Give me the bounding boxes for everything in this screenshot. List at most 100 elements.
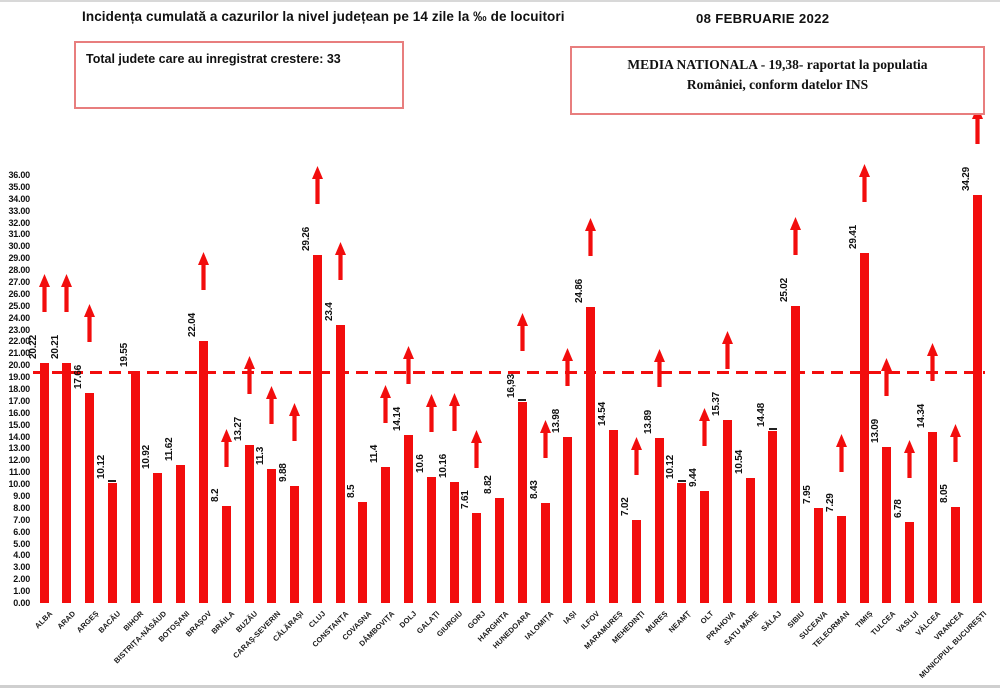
bar-value-label: 10.92 (141, 445, 153, 470)
bar-value-label: 7.29 (824, 493, 836, 513)
increase-arrow-icon (38, 273, 50, 312)
bar (426, 476, 436, 603)
bar (859, 253, 869, 603)
y-axis-tick-label: 31.00 (8, 229, 30, 240)
bar (973, 195, 983, 603)
x-axis-label: IAȘI (561, 609, 579, 626)
increase-arrow-icon (858, 164, 870, 203)
bar-value-label: 14.54 (597, 402, 608, 427)
y-axis-tick-label: 3.00 (13, 562, 30, 573)
increase-arrow-icon (562, 347, 574, 386)
bar-value-label: 10.16 (437, 454, 449, 479)
bar-value-label: 15.37 (710, 392, 722, 417)
bar (745, 477, 755, 603)
increase-arrow-icon (790, 216, 802, 255)
bar-value-label: 13.27 (232, 417, 244, 442)
increase-arrow-icon (539, 419, 551, 458)
bar (130, 370, 140, 603)
bar-value-label: 22.04 (186, 312, 198, 337)
x-axis-label: ALBA (32, 609, 55, 631)
bar-value-label: 34.29 (961, 167, 973, 192)
increase-arrow-icon (972, 106, 984, 145)
increase-arrow-icon (926, 343, 938, 382)
bar (107, 482, 117, 603)
y-axis-tick-label: 33.00 (8, 205, 30, 216)
bar-value-label: 11.62 (164, 437, 176, 461)
bar (722, 420, 732, 603)
y-axis-tick-label: 30.00 (8, 241, 30, 252)
y-axis-tick-label: 23.00 (8, 324, 30, 335)
increase-arrow-icon (653, 348, 665, 387)
increase-arrow-icon (949, 424, 961, 463)
bar (609, 430, 618, 603)
bar (176, 464, 186, 603)
bar (358, 501, 368, 603)
bar (927, 432, 937, 603)
bar (586, 307, 596, 603)
bar (403, 434, 413, 603)
report-date: 08 FEBRUARIE 2022 (696, 11, 830, 26)
bar-value-label: 10.12 (95, 454, 107, 479)
y-axis-tick-label: 26.00 (8, 288, 30, 299)
national-average-box: MEDIA NATIONALA - 19,38- raportat la pop… (570, 46, 985, 115)
label-leader-dash (518, 398, 527, 401)
bar-value-label: 11.3 (255, 446, 267, 465)
increase-arrow-icon (311, 166, 323, 205)
bar (381, 467, 391, 603)
x-axis-label: BACĂU (96, 609, 123, 635)
bar (85, 393, 95, 603)
bar-value-label: 10.6 (414, 454, 426, 473)
y-axis-tick-label: 19.00 (8, 372, 30, 383)
label-leader-dash (108, 479, 117, 482)
y-axis-tick-label: 14.00 (8, 431, 30, 442)
growth-total-box: Total judete care au inregistrat crester… (74, 41, 404, 109)
bar (198, 340, 208, 603)
bar-value-label: 14.14 (391, 406, 403, 431)
national-average-line (33, 371, 985, 375)
bar-value-label: 6.78 (893, 499, 905, 519)
bar (677, 482, 687, 603)
y-axis-tick-label: 20.00 (8, 360, 30, 371)
bar (153, 473, 163, 603)
increase-arrow-icon (630, 436, 642, 475)
bar (836, 516, 846, 603)
bar (312, 255, 322, 603)
y-axis-tick-label: 24.00 (8, 312, 30, 323)
increase-arrow-icon (243, 356, 255, 395)
increase-arrow-icon (516, 312, 528, 351)
bar-value-label: 29.26 (300, 227, 312, 252)
bar-value-label: 8.05 (938, 484, 950, 504)
bar-value-label: 11.4 (369, 445, 381, 464)
bar-value-label: 16,93 (505, 373, 517, 398)
bar-value-label: 25.02 (779, 277, 791, 302)
bar-value-label: 10.12 (665, 454, 677, 479)
bar-value-label: 9.44 (688, 468, 700, 487)
bar (449, 482, 459, 603)
bar-value-label: 7.95 (802, 485, 814, 505)
bar-value-label: 13.09 (870, 419, 882, 444)
y-axis-tick-label: 18.00 (8, 383, 30, 394)
y-axis-tick-label: 2.00 (13, 574, 30, 585)
bar (495, 498, 505, 603)
x-axis-label: BRĂILA (209, 609, 237, 636)
bar-value-label: 20.22 (27, 334, 39, 359)
increase-arrow-icon (721, 331, 733, 370)
y-axis-tick-label: 4.00 (13, 550, 30, 561)
bar (905, 522, 915, 603)
bar (335, 324, 345, 603)
bar (768, 430, 778, 603)
y-axis-tick-label: 25.00 (8, 300, 30, 311)
y-axis-tick-label: 15.00 (8, 419, 30, 430)
increase-arrow-icon (471, 429, 483, 468)
y-axis-tick-label: 11.00 (8, 467, 30, 478)
x-axis-label: OLT (698, 609, 715, 626)
increase-arrow-icon (699, 407, 711, 446)
growth-total-text: Total judete care au inregistrat crester… (86, 52, 341, 66)
increase-arrow-icon (835, 433, 847, 472)
bar (950, 507, 960, 603)
increase-arrow-icon (197, 251, 209, 290)
y-axis-tick-label: 8.00 (13, 502, 30, 513)
y-axis-tick-label: 22.00 (8, 336, 30, 347)
national-average-text-line2: României, conform datelor INS (686, 76, 869, 92)
